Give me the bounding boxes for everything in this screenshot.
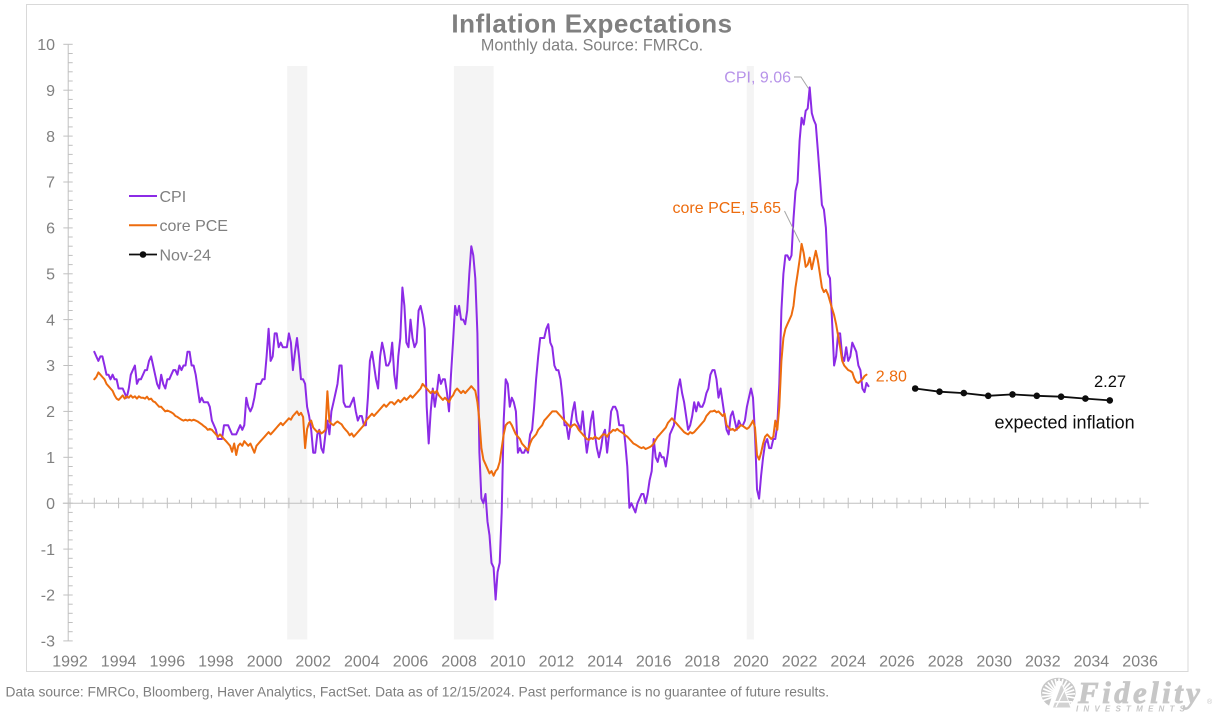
svg-text:2028: 2028	[928, 654, 964, 671]
svg-text:6: 6	[46, 221, 55, 238]
svg-text:Nov-24: Nov-24	[160, 247, 212, 264]
svg-text:INVESTMENTS: INVESTMENTS	[1076, 705, 1190, 714]
svg-text:2024: 2024	[830, 654, 866, 671]
svg-text:2030: 2030	[976, 654, 1012, 671]
svg-text:-2: -2	[41, 588, 55, 605]
svg-text:2022: 2022	[782, 654, 818, 671]
svg-text:8: 8	[46, 129, 55, 146]
svg-text:2002: 2002	[295, 654, 331, 671]
svg-text:4: 4	[46, 312, 55, 329]
svg-text:2006: 2006	[393, 654, 429, 671]
svg-text:2008: 2008	[441, 654, 477, 671]
svg-text:2014: 2014	[587, 654, 623, 671]
svg-text:2012: 2012	[539, 654, 575, 671]
svg-text:CPI: CPI	[160, 189, 187, 206]
svg-text:2.27: 2.27	[1094, 373, 1126, 391]
svg-text:2020: 2020	[733, 654, 769, 671]
svg-text:2004: 2004	[344, 654, 380, 671]
svg-text:2032: 2032	[1025, 654, 1061, 671]
svg-text:2026: 2026	[879, 654, 915, 671]
svg-text:Fidelity: Fidelity	[1077, 675, 1203, 710]
svg-text:2016: 2016	[636, 654, 672, 671]
svg-text:2018: 2018	[685, 654, 721, 671]
svg-text:1998: 1998	[198, 654, 234, 671]
svg-text:2010: 2010	[490, 654, 526, 671]
svg-text:7: 7	[46, 175, 55, 192]
svg-text:core PCE, 5.65: core PCE, 5.65	[673, 200, 782, 217]
svg-text:2: 2	[46, 404, 55, 421]
svg-text:expected inflation: expected inflation	[995, 413, 1135, 433]
svg-text:core PCE: core PCE	[160, 218, 228, 235]
svg-text:2034: 2034	[1074, 654, 1110, 671]
svg-text:3: 3	[46, 358, 55, 375]
svg-text:2036: 2036	[1122, 654, 1158, 671]
svg-text:5: 5	[46, 266, 55, 283]
svg-text:2000: 2000	[247, 654, 283, 671]
svg-text:1996: 1996	[150, 654, 186, 671]
svg-text:2.80: 2.80	[876, 368, 907, 385]
svg-text:-1: -1	[41, 542, 55, 559]
svg-text:10: 10	[37, 37, 55, 54]
svg-text:9: 9	[46, 83, 55, 100]
svg-text:Inflation Expectations: Inflation Expectations	[451, 9, 732, 39]
svg-text:CPI, 9.06: CPI, 9.06	[724, 70, 791, 87]
svg-text:0: 0	[46, 496, 55, 513]
svg-text:1994: 1994	[101, 654, 137, 671]
svg-text:®: ®	[1207, 698, 1213, 706]
svg-text:1: 1	[46, 450, 55, 467]
svg-text:1992: 1992	[52, 654, 88, 671]
svg-text:Data source: FMRCo, Bloomberg,: Data source: FMRCo, Bloomberg, Haver Ana…	[6, 685, 830, 700]
svg-text:-3: -3	[41, 634, 55, 651]
svg-text:Monthly data. Source: FMRCo.: Monthly data. Source: FMRCo.	[481, 37, 703, 55]
